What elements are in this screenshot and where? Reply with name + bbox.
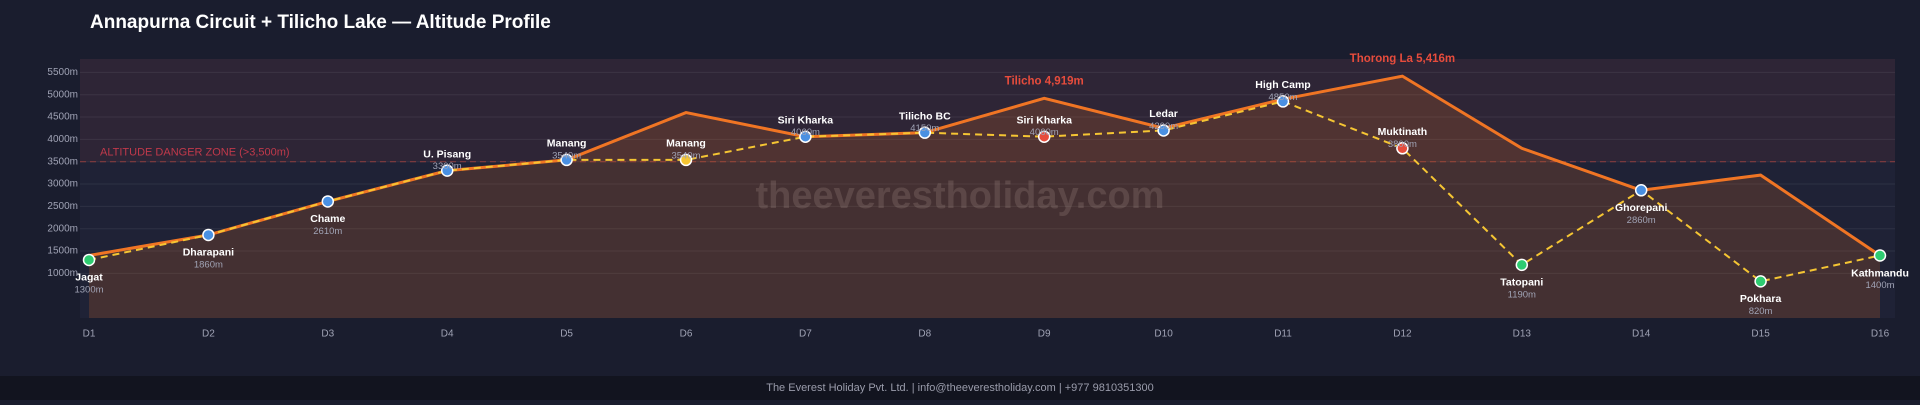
point xyxy=(1396,142,1409,155)
x-tick-label: D14 xyxy=(1632,329,1651,340)
x-tick-label: D5 xyxy=(560,329,573,340)
point-value: 1190m xyxy=(1508,289,1536,300)
point xyxy=(799,130,812,143)
point xyxy=(202,228,215,242)
y-tick-label: 2500m xyxy=(47,201,78,212)
point-value: 3800m xyxy=(1388,139,1417,150)
point-value: 2610m xyxy=(313,226,342,237)
y-tick-label: 1500m xyxy=(47,246,78,257)
point xyxy=(321,195,335,208)
y-tick-label: 4500m xyxy=(47,112,78,123)
x-tick-label: D10 xyxy=(1154,329,1173,340)
x-tick-label: D7 xyxy=(799,329,812,340)
y-tick-label: 3500m xyxy=(47,156,78,167)
point-value: 2860m xyxy=(1627,215,1656,226)
line xyxy=(88,100,1881,283)
x-tick-label: D16 xyxy=(1871,329,1890,340)
point-value: 820m xyxy=(1749,306,1773,317)
point-value: 4150m xyxy=(910,123,939,134)
point-value: 4060m xyxy=(791,127,820,138)
line xyxy=(88,74,1881,257)
point-value: 1400m xyxy=(1865,280,1894,291)
point-name: Tatopani xyxy=(1500,277,1543,289)
point-name: U. Pisang xyxy=(423,148,471,160)
point xyxy=(679,153,693,167)
point-value: 3540m xyxy=(671,150,700,161)
y-tick-label: 4000m xyxy=(47,134,78,145)
point xyxy=(560,153,573,167)
point-name: Tilicho BC xyxy=(899,110,951,122)
x-tick-label: D15 xyxy=(1751,329,1770,340)
x-tick-label: D11 xyxy=(1274,329,1292,340)
y-tick-label: 1000m xyxy=(47,268,78,279)
point xyxy=(918,126,932,139)
point-name: Manang xyxy=(547,138,587,150)
y-tick-label: 3000m xyxy=(47,179,78,190)
x-tick-label: D8 xyxy=(918,329,931,340)
y-tick-label: 5500m xyxy=(47,67,78,78)
point-name: Pokhara xyxy=(1740,293,1782,305)
x-tick-label: D3 xyxy=(321,329,334,340)
point-name: Jagat xyxy=(75,272,103,284)
x-tick-label: D12 xyxy=(1393,329,1412,340)
y-tick-label: 5000m xyxy=(47,89,78,100)
annotation: Tilicho 4,919m xyxy=(1005,75,1084,87)
point-value: 3540m xyxy=(552,150,581,161)
point-value: 3300m xyxy=(433,161,462,172)
x-tick-label: D2 xyxy=(202,329,215,340)
point xyxy=(440,164,454,177)
x-tick-label: D13 xyxy=(1513,329,1532,340)
chart-title: Annapurna Circuit + Tilicho Lake — Altit… xyxy=(90,12,551,33)
footer: The Everest Holiday Pvt. Ltd. | info@the… xyxy=(766,382,1154,394)
point-value: 4200m xyxy=(1149,121,1178,132)
point xyxy=(1037,130,1051,143)
point-name: Ledar xyxy=(1149,108,1178,120)
point-name: Dharapani xyxy=(183,247,234,259)
x-tick-label: D4 xyxy=(441,329,454,340)
point xyxy=(82,253,96,267)
watermark: theeverestholiday.com xyxy=(755,175,1164,217)
annotation: Thorong La 5,416m xyxy=(1350,53,1455,65)
danger-zone xyxy=(80,59,1895,162)
point-value: 4060m xyxy=(1030,127,1059,138)
point-value: 1860m xyxy=(194,259,223,270)
point-name: High Camp xyxy=(1255,79,1310,91)
y-tick-label: 2000m xyxy=(47,223,78,234)
point xyxy=(1515,258,1529,272)
point-name: Ghorepani xyxy=(1615,202,1668,214)
point-name: Muktinath xyxy=(1378,126,1428,138)
x-tick-label: D6 xyxy=(680,329,693,340)
x-tick-label: D1 xyxy=(83,329,96,340)
point-value: 1300m xyxy=(74,284,103,295)
point-name: Chame xyxy=(310,213,345,225)
point xyxy=(1157,124,1170,137)
point xyxy=(1634,184,1648,197)
x-tick-label: D9 xyxy=(1038,329,1051,340)
point xyxy=(1873,249,1887,262)
footer-bar xyxy=(0,376,1920,400)
point-name: Siri Kharka xyxy=(778,114,834,126)
point xyxy=(1754,275,1767,288)
point-name: Manang xyxy=(666,138,706,150)
danger-label: ALTITUDE DANGER ZONE (>3,500m) xyxy=(100,147,290,159)
point-value: 4850m xyxy=(1268,92,1297,103)
point-name: Kathmandu xyxy=(1851,267,1909,279)
point xyxy=(1276,95,1290,108)
point-name: Siri Kharka xyxy=(1016,114,1072,126)
area xyxy=(89,76,1880,318)
